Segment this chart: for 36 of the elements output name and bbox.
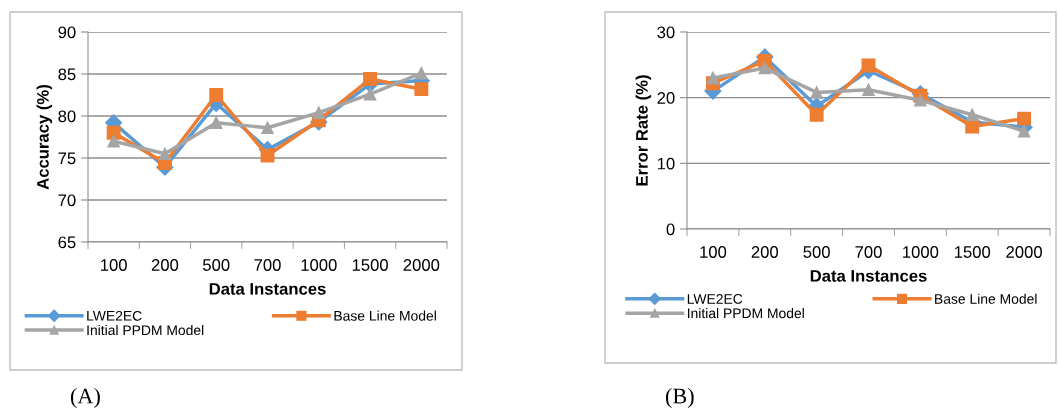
x-tick-label: 2000: [403, 259, 440, 271]
legend-label: Base Line Model: [935, 293, 1037, 304]
x-tick-label: 1500: [954, 246, 991, 258]
x-tick-label: 1000: [301, 259, 337, 271]
y-tick-label: 65: [58, 236, 76, 249]
legend-label: LWE2EC: [87, 310, 142, 321]
x-axis-title: Data Instances: [810, 270, 927, 282]
x-tick-label: 1500: [352, 259, 388, 271]
y-tick-label: 30: [657, 26, 675, 39]
y-tick-label: 90: [58, 26, 76, 39]
y-tick-label: 70: [58, 194, 76, 207]
y-axis-title: Error Rate (%): [635, 75, 652, 186]
x-tick-label: 100: [101, 259, 127, 271]
x-axis-title: Data Instances: [209, 283, 326, 295]
x-tick-label: 100: [700, 246, 727, 258]
x-tick-label: 2000: [1006, 246, 1042, 258]
x-tick-label: 700: [254, 259, 281, 271]
y-axis-title: Accuracy (%): [36, 85, 53, 190]
x-tick-label: 200: [751, 246, 779, 258]
y-tick-label: 20: [657, 92, 675, 104]
text: (A): [70, 387, 100, 409]
x-tick-label: 1000: [903, 246, 939, 258]
y-tick-label: 75: [58, 152, 76, 165]
legend-label: Base Line Model: [334, 310, 436, 321]
x-tick-label: 700: [855, 246, 882, 258]
y-tick-label: 80: [58, 110, 76, 123]
x-tick-label: 500: [803, 246, 830, 258]
x-tick-label: 500: [202, 259, 230, 271]
y-tick-label: 85: [58, 68, 76, 81]
legend-label: LWE2EC: [687, 294, 743, 304]
legend-label: Initial PPDM Model: [87, 324, 204, 336]
y-tick-label: 10: [657, 157, 675, 170]
x-tick-label: 200: [151, 259, 179, 271]
text: (B): [665, 387, 694, 409]
y-tick-label: 0: [666, 223, 675, 236]
legend-label: Initial PPDM Model: [687, 307, 804, 319]
